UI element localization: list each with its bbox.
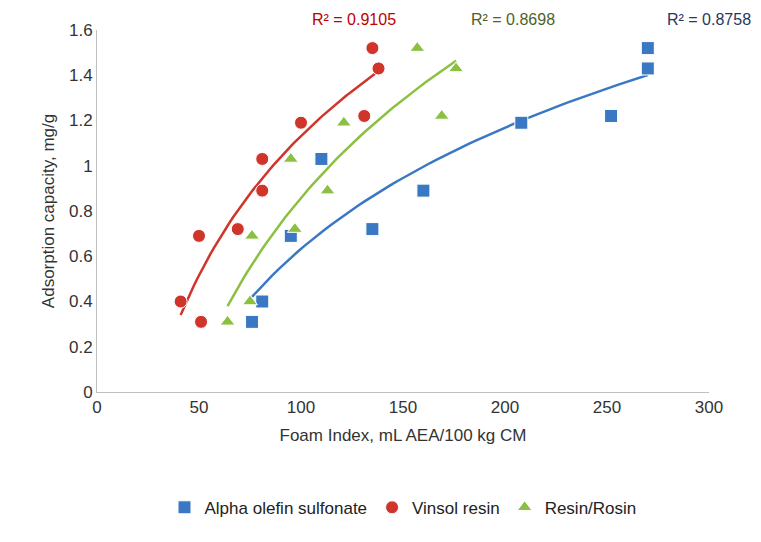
- svg-text:1.6: 1.6: [69, 21, 93, 40]
- svg-text:0: 0: [83, 383, 92, 402]
- svg-text:Vinsol resin: Vinsol resin: [412, 499, 500, 518]
- svg-text:1.2: 1.2: [69, 111, 93, 130]
- svg-text:R² = 0.8698: R² = 0.8698: [471, 11, 555, 28]
- svg-text:300: 300: [695, 398, 723, 417]
- svg-text:0.4: 0.4: [69, 292, 93, 311]
- svg-text:100: 100: [287, 398, 315, 417]
- svg-text:1.4: 1.4: [69, 66, 93, 85]
- svg-text:200: 200: [491, 398, 519, 417]
- svg-text:0.6: 0.6: [69, 247, 93, 266]
- svg-text:1: 1: [83, 157, 92, 176]
- svg-text:0.8: 0.8: [69, 202, 93, 221]
- svg-text:R² = 0.8758: R² = 0.8758: [667, 11, 751, 28]
- svg-text:Alpha olefin sulfonate: Alpha olefin sulfonate: [205, 499, 368, 518]
- svg-text:Resin/Rosin: Resin/Rosin: [545, 499, 637, 518]
- svg-text:0.2: 0.2: [69, 338, 93, 357]
- svg-text:50: 50: [190, 398, 209, 417]
- svg-text:R² = 0.9105: R² = 0.9105: [312, 11, 396, 28]
- svg-text:Foam Index, mL AEA/100 kg CM: Foam Index, mL AEA/100 kg CM: [280, 426, 527, 445]
- svg-text:150: 150: [389, 398, 417, 417]
- svg-text:0: 0: [92, 398, 101, 417]
- svg-text:250: 250: [593, 398, 621, 417]
- svg-text:Adsorption capacity, mg/g: Adsorption capacity, mg/g: [39, 114, 58, 308]
